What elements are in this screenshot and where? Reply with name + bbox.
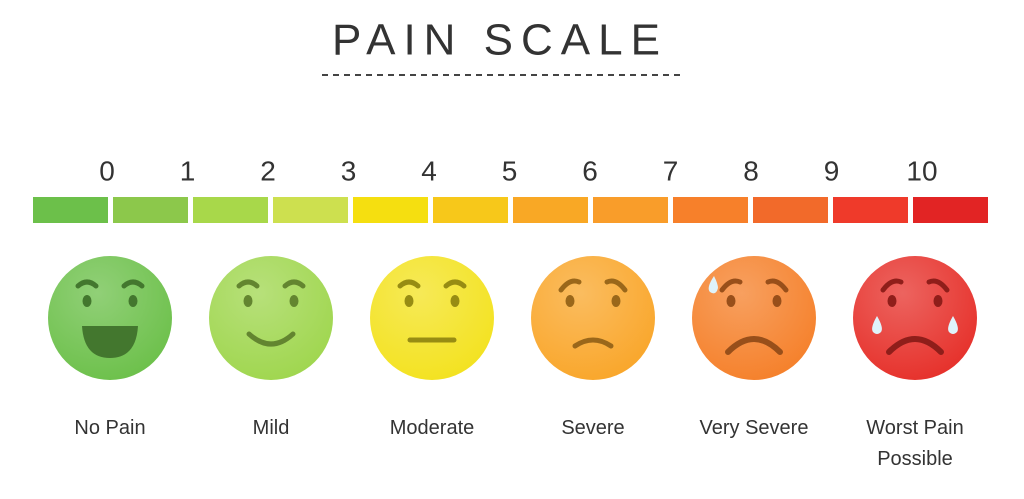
scale-segment bbox=[193, 197, 268, 223]
eye bbox=[933, 295, 943, 307]
scale-number: 0 bbox=[99, 155, 115, 186]
brow bbox=[558, 278, 582, 293]
face-label: Very Severe bbox=[699, 417, 809, 439]
mouth bbox=[725, 336, 783, 355]
eye bbox=[289, 295, 299, 307]
brow bbox=[397, 279, 421, 289]
scale-number: 4 bbox=[421, 155, 437, 186]
face-circle bbox=[209, 256, 333, 380]
brow bbox=[75, 279, 99, 289]
eye bbox=[887, 295, 897, 307]
brow bbox=[443, 279, 467, 289]
scale-number: 5 bbox=[502, 155, 518, 186]
scale-number: 9 bbox=[824, 155, 840, 186]
eye bbox=[611, 295, 621, 307]
brow bbox=[926, 278, 950, 293]
scale-segment bbox=[33, 197, 108, 223]
face bbox=[370, 256, 494, 380]
eye bbox=[772, 295, 782, 307]
scale-number: 7 bbox=[663, 155, 679, 186]
brow bbox=[880, 278, 904, 293]
mouth bbox=[246, 331, 296, 347]
brow bbox=[121, 279, 145, 289]
scale-number: 1 bbox=[180, 155, 196, 186]
face bbox=[853, 256, 977, 380]
scale-segment bbox=[673, 197, 748, 223]
face bbox=[692, 256, 816, 380]
face-circle bbox=[692, 256, 816, 380]
face-label: No Pain bbox=[74, 417, 146, 439]
scale-number: 8 bbox=[743, 155, 759, 186]
eye bbox=[565, 295, 575, 307]
scale-number: 2 bbox=[260, 155, 276, 186]
brow bbox=[604, 278, 628, 293]
face-label: Moderate bbox=[389, 417, 475, 439]
tear bbox=[948, 316, 958, 334]
mouth bbox=[886, 336, 944, 355]
scale-number: 3 bbox=[341, 155, 357, 186]
eye bbox=[726, 295, 736, 307]
face-label: Mild bbox=[252, 417, 290, 439]
tear bbox=[872, 316, 882, 334]
scale-segment bbox=[513, 197, 588, 223]
eye bbox=[128, 295, 138, 307]
face-label: Worst Pain Possible bbox=[866, 417, 964, 470]
scale-segment bbox=[753, 197, 828, 223]
eye bbox=[404, 295, 414, 307]
scale-segment bbox=[113, 197, 188, 223]
face bbox=[531, 256, 655, 380]
scale-segment bbox=[593, 197, 668, 223]
mouth bbox=[82, 326, 138, 358]
face bbox=[48, 256, 172, 380]
face-circle bbox=[370, 256, 494, 380]
title: PAIN SCALE bbox=[332, 16, 668, 65]
eye bbox=[243, 295, 253, 307]
eye bbox=[450, 295, 460, 307]
sweat-drop bbox=[708, 276, 718, 294]
face-circle bbox=[48, 256, 172, 380]
scale-segment bbox=[833, 197, 908, 223]
scale-segment bbox=[433, 197, 508, 223]
face bbox=[209, 256, 333, 380]
brow bbox=[765, 278, 789, 293]
scale-segment bbox=[913, 197, 988, 223]
scale-number: 10 bbox=[906, 155, 937, 186]
scale-number: 6 bbox=[582, 155, 598, 186]
face-label: Severe bbox=[561, 417, 625, 439]
brow bbox=[236, 279, 260, 289]
brow bbox=[719, 278, 743, 293]
eye bbox=[82, 295, 92, 307]
mouth bbox=[572, 337, 614, 349]
face-circle bbox=[853, 256, 977, 380]
face-circle bbox=[531, 256, 655, 380]
scale-segment bbox=[273, 197, 348, 223]
scale-segment bbox=[353, 197, 428, 223]
brow bbox=[282, 279, 306, 289]
